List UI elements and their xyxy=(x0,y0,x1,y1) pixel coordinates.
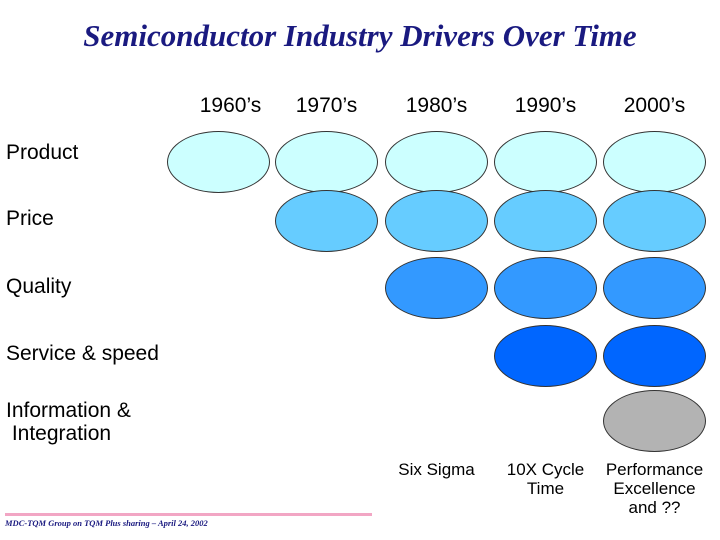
decade-header-0: 1960’s xyxy=(199,94,262,117)
row-label-0: Product xyxy=(6,141,79,164)
decade-header-4: 2000’s xyxy=(623,94,686,117)
row-label-4: Information & Integration xyxy=(6,399,131,445)
driver-ellipse-r3-c3 xyxy=(494,325,597,387)
driver-ellipse-r1-c4 xyxy=(603,190,706,252)
driver-ellipse-r0-c1 xyxy=(275,131,378,193)
driver-ellipse-r1-c3 xyxy=(494,190,597,252)
driver-ellipse-r1-c1 xyxy=(275,190,378,252)
driver-ellipse-r3-c4 xyxy=(603,325,706,387)
driver-ellipse-r1-c2 xyxy=(385,190,488,252)
driver-ellipse-r0-c4 xyxy=(603,131,706,193)
driver-ellipse-r0-c3 xyxy=(494,131,597,193)
driver-ellipse-r2-c4 xyxy=(603,257,706,319)
slide-title: Semiconductor Industry Drivers Over Time xyxy=(83,18,637,53)
row-label-1: Price xyxy=(6,207,54,230)
decade-header-2: 1980’s xyxy=(405,94,468,117)
row-label-3: Service & speed xyxy=(6,342,159,365)
driver-ellipse-r2-c2 xyxy=(385,257,488,319)
footer-text: MDC-TQM Group on TQM Plus sharing – Apri… xyxy=(5,518,208,528)
column-note-2: Performance Excellence and ?? xyxy=(605,460,704,517)
driver-ellipse-r4-c4 xyxy=(603,390,706,452)
driver-ellipse-r2-c3 xyxy=(494,257,597,319)
decade-header-3: 1990’s xyxy=(514,94,577,117)
column-note-0: Six Sigma xyxy=(398,460,475,479)
footer-divider xyxy=(5,513,372,516)
row-label-2: Quality xyxy=(6,275,72,298)
decade-header-1: 1970’s xyxy=(295,94,358,117)
column-note-1: 10X Cycle Time xyxy=(506,460,585,498)
driver-ellipse-r0-c2 xyxy=(385,131,488,193)
driver-ellipse-r0-c0 xyxy=(167,131,270,193)
